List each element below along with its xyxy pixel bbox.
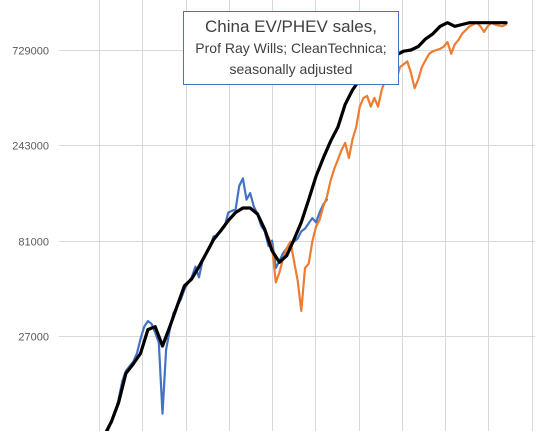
chart-title-line-3: seasonally adjusted [229,61,353,77]
y-tick-label: 243000 [12,141,49,153]
y-tick-label: 81000 [18,237,49,249]
y-tick-labels: 27000 81000 243000 729000 [12,46,49,344]
y-tick-label: 729000 [12,46,49,58]
chart-title-line-2: Prof Ray Wills; CleanTechnica; [195,40,387,56]
chart-title-box: China EV/PHEV sales, Prof Ray Wills; Cle… [183,11,399,85]
series-line-3 [104,21,508,431]
y-tick-label: 27000 [18,332,49,344]
horizontal-gridlines [59,50,535,337]
series-line-1 [106,177,328,431]
chart-title-line-1: China EV/PHEV sales, [205,17,377,36]
